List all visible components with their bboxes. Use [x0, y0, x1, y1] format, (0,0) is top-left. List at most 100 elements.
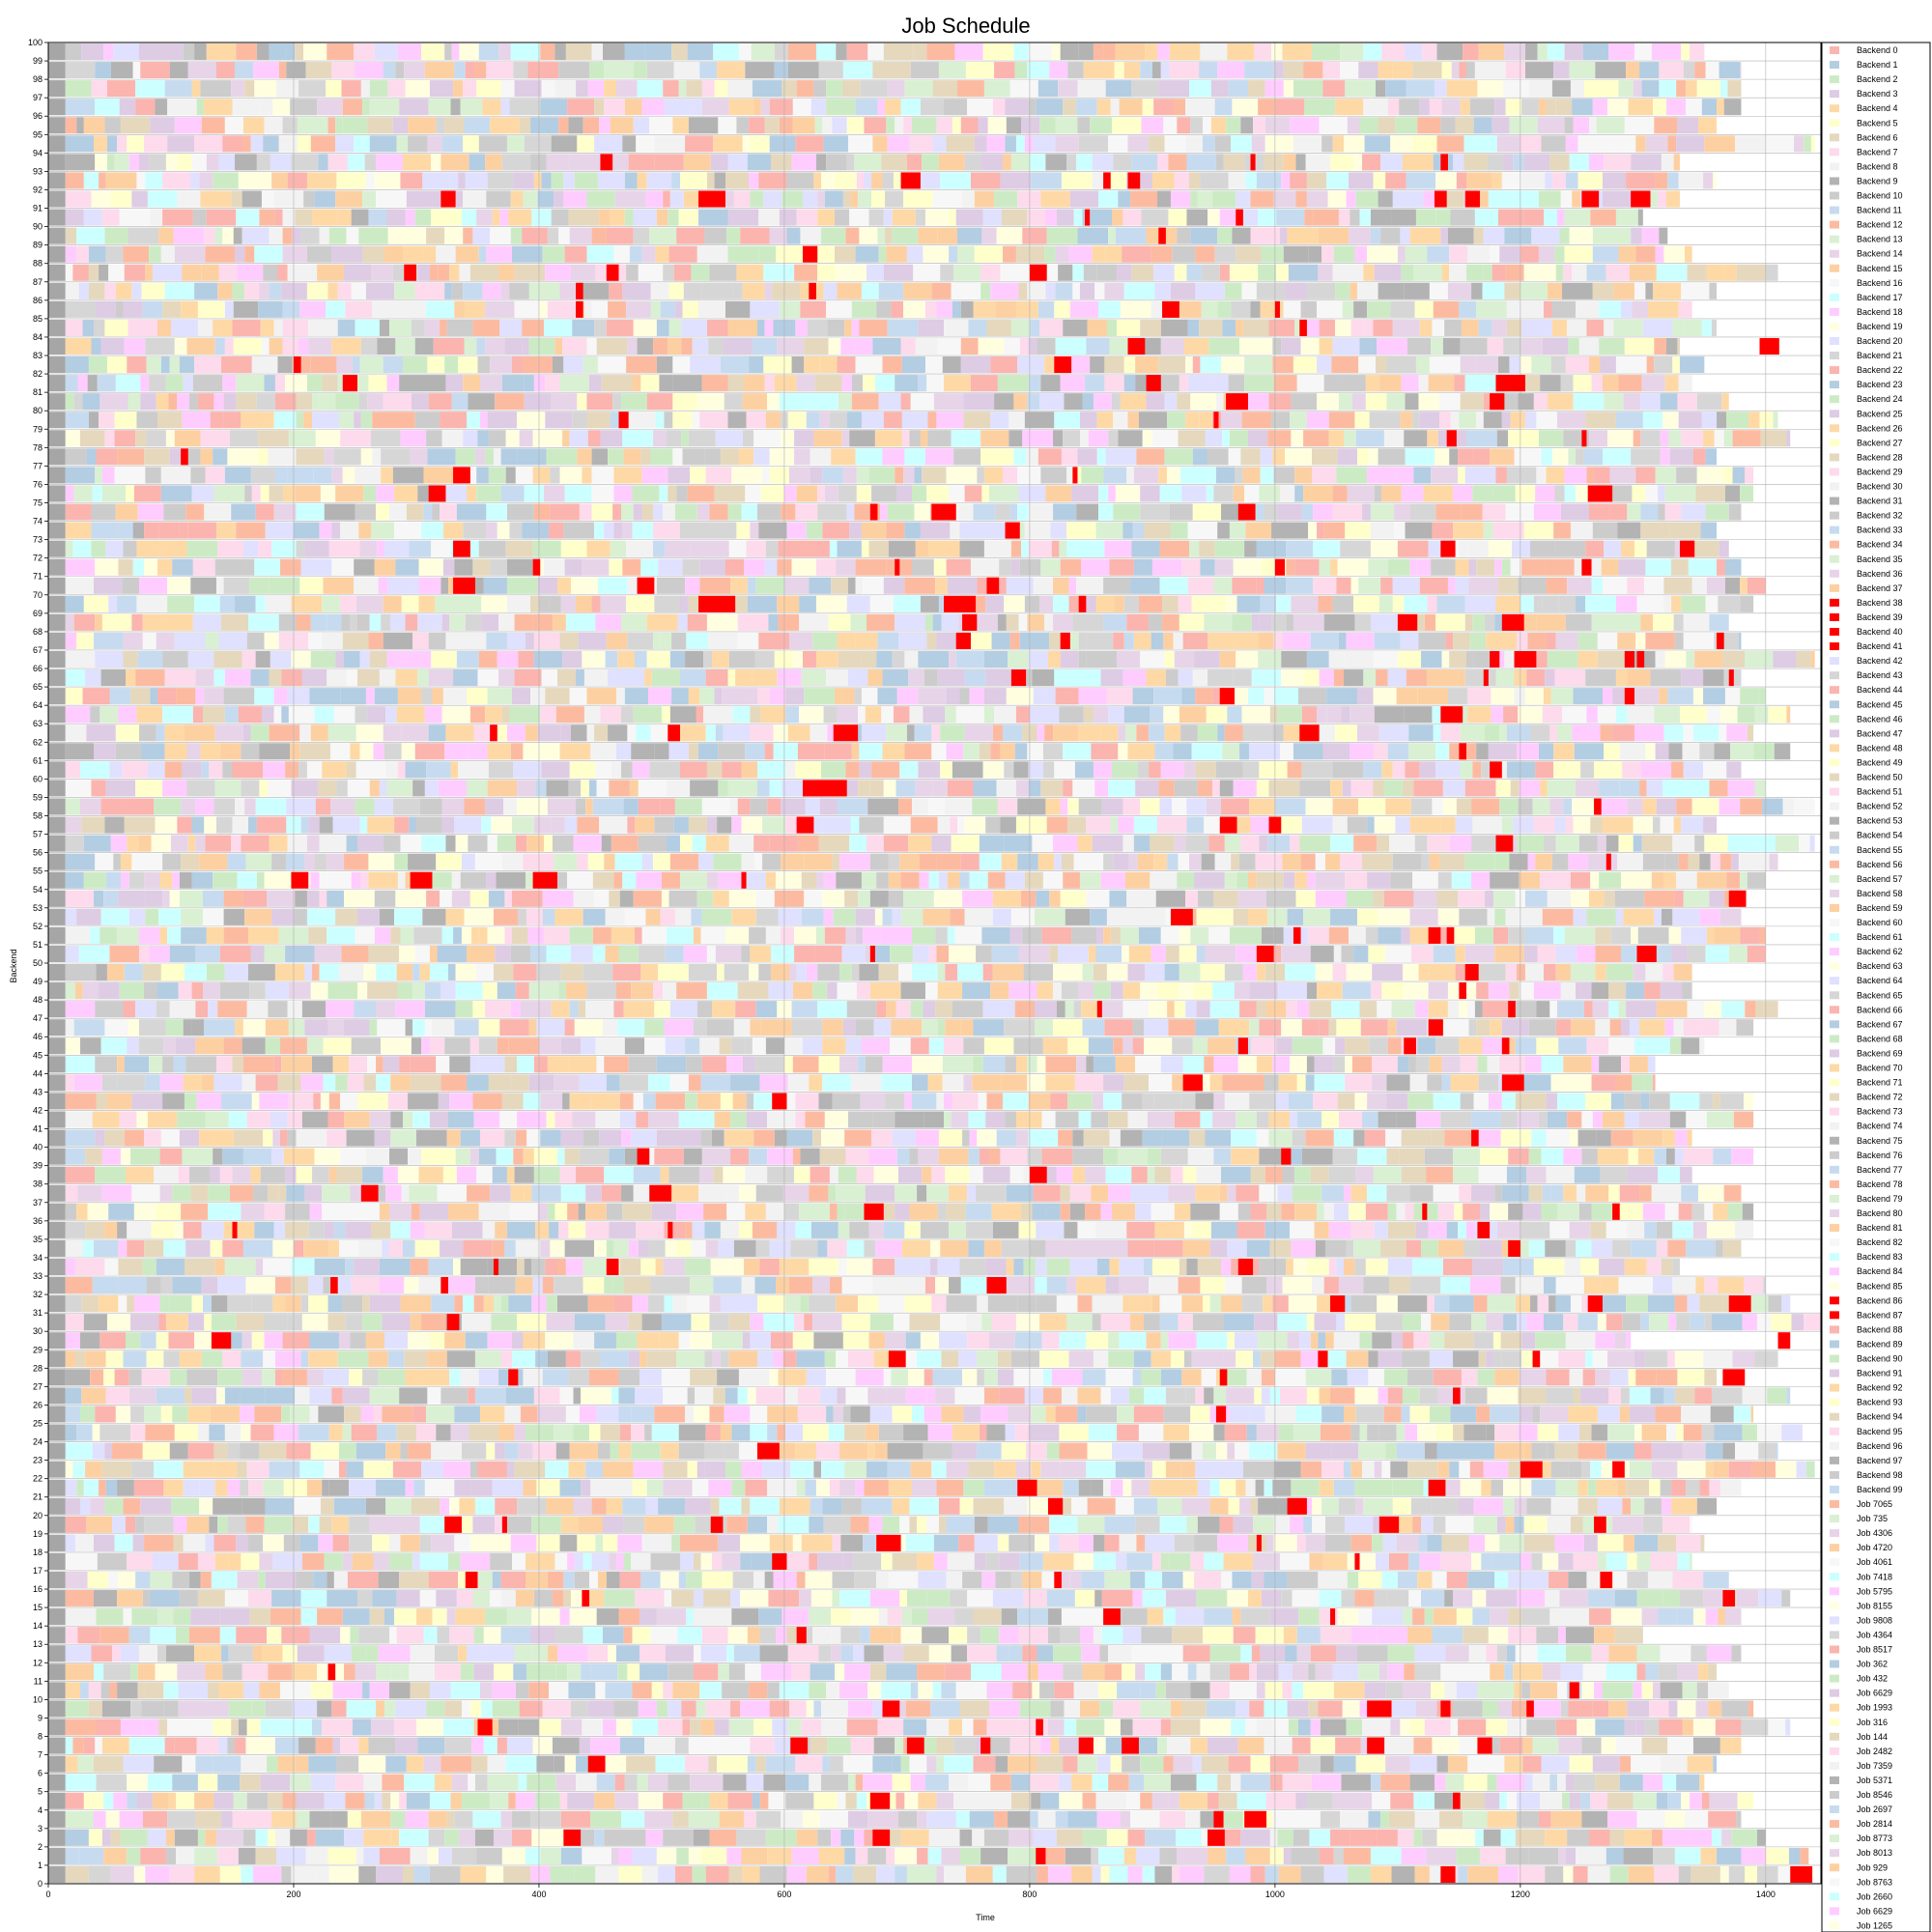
job-bar — [582, 1847, 611, 1864]
job-bar — [693, 1019, 707, 1037]
job-bar — [322, 1203, 353, 1220]
job-bar — [1333, 1056, 1346, 1073]
job-bar — [585, 1221, 610, 1238]
job-bar — [160, 1129, 180, 1147]
job-bar — [1390, 1792, 1414, 1809]
job-bar — [604, 1277, 613, 1294]
job-bar — [624, 908, 646, 925]
job-bar — [1492, 1332, 1501, 1350]
job-bar — [1163, 1755, 1174, 1773]
job-bar — [274, 1829, 291, 1846]
job-bar — [165, 1829, 175, 1846]
job-bar — [396, 964, 413, 981]
job-bar — [587, 1645, 609, 1662]
job-bar — [579, 1406, 597, 1423]
job-bar — [1256, 1719, 1274, 1736]
job-bar — [162, 1093, 185, 1110]
job-bar — [1540, 871, 1571, 889]
job-bar — [1240, 1608, 1270, 1626]
job-bar — [244, 908, 272, 925]
job-bar — [663, 1387, 688, 1405]
job-bar — [268, 1184, 279, 1202]
job-bar — [980, 1792, 1011, 1809]
job-bar — [412, 1019, 425, 1037]
job-bar — [1677, 1552, 1690, 1570]
job-bar — [1700, 1534, 1705, 1551]
job-bar — [242, 1663, 269, 1681]
job-bar — [865, 1056, 883, 1073]
job-bar — [298, 1424, 329, 1441]
job-bar — [1254, 1387, 1262, 1405]
job-bar — [179, 1590, 198, 1607]
job-bar — [1130, 1314, 1145, 1331]
job-bar — [1595, 964, 1606, 981]
job-bar — [891, 1019, 923, 1037]
job-bar — [1556, 1093, 1586, 1110]
job-bar — [1144, 1387, 1166, 1405]
job-bar — [582, 1719, 603, 1736]
job-bar — [1676, 1314, 1690, 1331]
job-bar — [639, 1369, 662, 1386]
job-bar — [1517, 1810, 1539, 1828]
job-bar — [981, 1571, 996, 1589]
job-bar — [411, 1497, 440, 1515]
job-bar — [538, 1037, 561, 1055]
job-bar — [1268, 1129, 1293, 1147]
job-bar — [247, 1534, 264, 1551]
job-bar — [137, 1682, 146, 1699]
job-bar — [963, 1037, 984, 1055]
job-bar — [1009, 1534, 1035, 1551]
job-bar — [1130, 1184, 1157, 1202]
job-bar — [1015, 1111, 1042, 1128]
job-bar — [1555, 964, 1571, 981]
job-bar — [327, 926, 355, 944]
job-bar — [517, 1314, 547, 1331]
job-bar — [124, 964, 143, 981]
job-bar — [523, 1369, 543, 1386]
job-bar — [935, 1001, 952, 1018]
job-bar — [133, 1203, 156, 1220]
job-bar — [1591, 1203, 1614, 1220]
job-bar — [1120, 1129, 1143, 1147]
job-bar — [1704, 1001, 1722, 1018]
job-bar — [1558, 1037, 1587, 1055]
job-bar — [65, 1627, 78, 1644]
job-bar — [1160, 1148, 1188, 1165]
job-bar — [273, 1424, 299, 1441]
job-bar — [1805, 1461, 1815, 1478]
job-bar — [559, 1166, 577, 1183]
job-bar — [900, 908, 923, 925]
job-bar — [1037, 982, 1054, 1000]
job-bar — [271, 1810, 297, 1828]
job-bar — [605, 1682, 633, 1699]
job-bar — [1165, 1682, 1191, 1699]
job-bar — [1056, 1166, 1073, 1183]
job-bar — [429, 945, 438, 962]
job-bar — [1126, 890, 1156, 907]
job-bar — [1249, 1700, 1264, 1718]
job-bar — [720, 1295, 739, 1313]
job-bar — [1437, 1387, 1465, 1405]
job-bar — [319, 964, 339, 981]
job-bar — [1591, 982, 1609, 1000]
job-bar — [451, 871, 461, 889]
job-bar — [910, 1001, 923, 1018]
job-bar — [288, 1019, 305, 1037]
job-bar — [1445, 1516, 1474, 1533]
job-bar — [1149, 1074, 1173, 1092]
job-bar — [1478, 1166, 1507, 1183]
job-bar — [1413, 890, 1437, 907]
job-bar — [569, 1056, 597, 1073]
job-bar — [292, 1516, 309, 1533]
job-bar — [1301, 1148, 1333, 1165]
job-bar — [1537, 1645, 1566, 1662]
job-bar — [912, 1406, 924, 1423]
job-bar — [1392, 1479, 1424, 1496]
job-bar — [414, 1239, 440, 1257]
job-bar — [1170, 1700, 1182, 1718]
job-bar — [692, 1221, 705, 1238]
job-bar — [1519, 1406, 1533, 1423]
job-bar — [839, 1479, 856, 1496]
job-bar — [1049, 945, 1059, 962]
job-bar — [562, 1093, 570, 1110]
